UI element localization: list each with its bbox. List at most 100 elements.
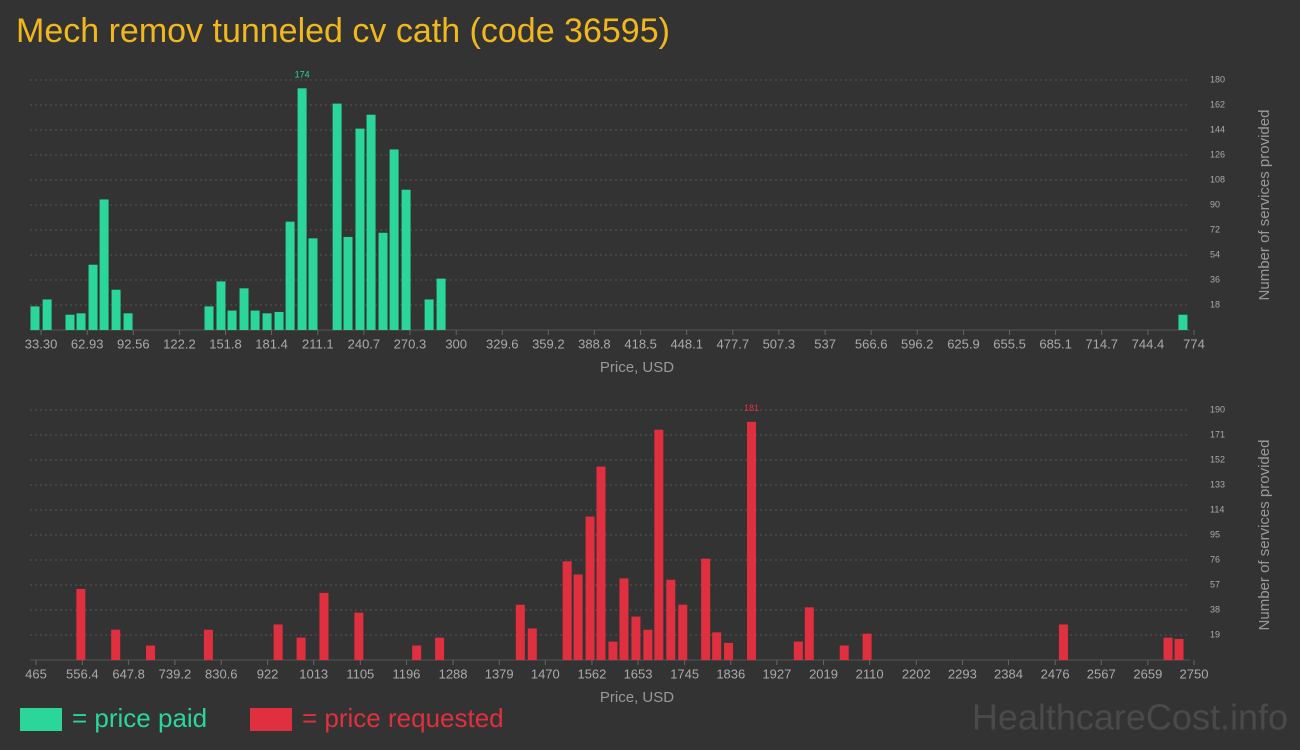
- x-tick-label: 448.1: [670, 336, 703, 351]
- bar: [793, 641, 803, 660]
- x-tick-label: 739.2: [159, 666, 192, 681]
- legend-label: = price requested: [302, 703, 504, 733]
- bar: [65, 314, 75, 330]
- bar: [42, 299, 52, 330]
- x-tick-label: 566.6: [855, 336, 888, 351]
- page-title: Mech remov tunneled cv cath (code 36595): [16, 12, 670, 50]
- bar: [643, 629, 653, 660]
- bar: [111, 289, 121, 330]
- bar: [435, 637, 445, 660]
- x-tick-label: 596.2: [901, 336, 934, 351]
- legend-label: = price paid: [72, 703, 207, 733]
- bar: [747, 421, 757, 660]
- bar: [1163, 637, 1173, 660]
- bar: [88, 264, 98, 330]
- bar: [412, 645, 422, 660]
- x-tick-label: 1470: [531, 666, 560, 681]
- x-tick-label: 2110: [856, 666, 884, 681]
- x-axis-label: Price, USD: [600, 689, 674, 706]
- bar: [274, 311, 284, 330]
- bar: [1178, 314, 1188, 330]
- y-tick-label: 190: [1210, 404, 1225, 414]
- bar: [76, 313, 86, 330]
- x-tick-label: 2384: [994, 666, 1023, 681]
- bar: [319, 592, 329, 660]
- y-tick-label: 108: [1210, 174, 1225, 184]
- bar: [123, 313, 133, 330]
- x-tick-label: 388.8: [578, 336, 611, 351]
- x-tick-label: 1653: [624, 666, 653, 681]
- bar: [332, 103, 342, 330]
- x-tick-label: 685.1: [1039, 336, 1072, 351]
- x-tick-label: 33.30: [25, 336, 58, 351]
- bar: [99, 199, 109, 330]
- bar: [436, 278, 446, 330]
- bar: [527, 628, 537, 660]
- y-tick-label: 162: [1210, 99, 1225, 109]
- x-tick-label: 830.6: [205, 666, 238, 681]
- bar: [355, 128, 365, 330]
- x-tick-label: 774: [1183, 336, 1205, 351]
- bar: [701, 558, 711, 660]
- x-tick-label: 477.7: [717, 336, 750, 351]
- y-tick-label: 38: [1210, 604, 1220, 614]
- bar: [608, 641, 618, 660]
- y-tick-label: 90: [1210, 199, 1220, 209]
- bar: [712, 632, 722, 660]
- x-tick-label: 1379: [485, 666, 514, 681]
- bar: [250, 310, 260, 330]
- x-tick-label: 2019: [809, 666, 838, 681]
- x-tick-label: 300: [445, 336, 467, 351]
- x-tick-label: 2293: [948, 666, 977, 681]
- bar: [296, 637, 306, 660]
- bar: [366, 114, 376, 330]
- x-tick-label: 181.4: [255, 336, 288, 351]
- bar: [378, 232, 388, 330]
- bar: [204, 306, 214, 330]
- x-tick-label: 211.1: [302, 336, 334, 351]
- bar: [227, 310, 237, 330]
- bar: [285, 221, 295, 330]
- x-tick-label: 2567: [1087, 666, 1116, 681]
- legend-swatch: [250, 708, 292, 731]
- watermark: HealthcareCost.info: [972, 697, 1288, 738]
- bar: [678, 604, 688, 660]
- bar: [297, 88, 307, 330]
- peak-label: 181: [744, 403, 759, 413]
- bar: [654, 429, 664, 660]
- x-tick-label: 1013: [299, 666, 328, 681]
- y-tick-label: 152: [1210, 454, 1225, 464]
- y-tick-label: 180: [1210, 74, 1225, 84]
- bar: [724, 642, 734, 660]
- x-tick-label: 1288: [439, 666, 468, 681]
- y-tick-label: 57: [1210, 579, 1220, 589]
- legend-swatch: [20, 708, 62, 731]
- y-tick-label: 72: [1210, 224, 1220, 234]
- y-tick-label: 54: [1210, 249, 1220, 259]
- y-tick-label: 95: [1210, 529, 1220, 539]
- x-tick-label: 744.4: [1132, 336, 1165, 351]
- bar: [354, 612, 364, 660]
- bar: [76, 588, 86, 660]
- y-tick-label: 133: [1210, 479, 1225, 489]
- x-tick-label: 647.8: [112, 666, 145, 681]
- bar: [804, 607, 814, 660]
- bar: [111, 629, 121, 660]
- y-tick-label: 144: [1210, 124, 1225, 134]
- y-tick-label: 18: [1210, 299, 1220, 309]
- x-tick-label: 62.93: [71, 336, 104, 351]
- bar: [1058, 624, 1068, 660]
- y-tick-label: 171: [1210, 429, 1225, 439]
- bar: [585, 516, 595, 660]
- y-tick-label: 76: [1210, 554, 1220, 564]
- bar: [262, 313, 272, 330]
- x-tick-label: 1927: [762, 666, 791, 681]
- x-tick-label: 270.3: [394, 336, 427, 351]
- y-tick-label: 114: [1210, 504, 1224, 514]
- bar: [343, 236, 353, 330]
- bar: [862, 633, 872, 660]
- bar: [1174, 638, 1184, 660]
- x-tick-label: 240.7: [348, 336, 381, 351]
- x-tick-label: 2750: [1180, 666, 1209, 681]
